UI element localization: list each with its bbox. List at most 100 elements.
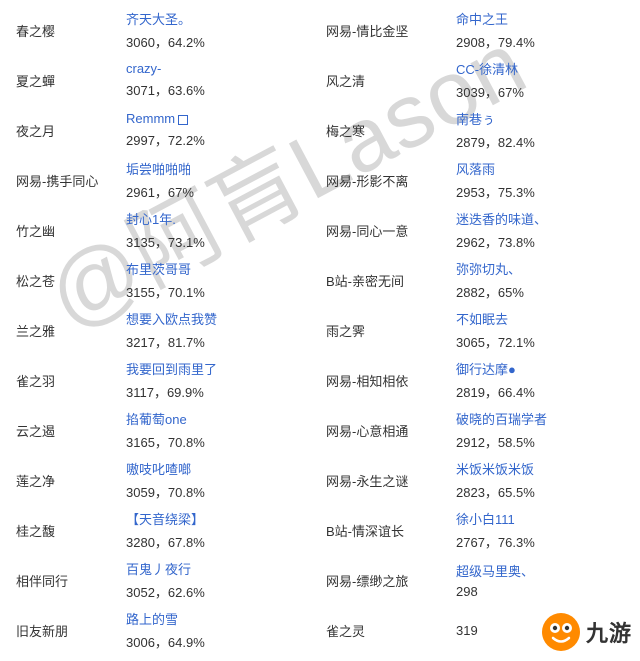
left-label: 网易-携手同心: [10, 155, 120, 205]
right-label: 网易-形影不离: [320, 155, 450, 205]
left-label: 雀之羽: [10, 355, 120, 405]
player-link[interactable]: 掐葡萄one: [126, 409, 320, 428]
right-data: 徐小白111 2767，76.3%: [450, 505, 630, 555]
right-data: 米饭米饭米饭 2823，65.5%: [450, 455, 630, 505]
left-data: 齐天大圣。 3060，64.2%: [120, 5, 320, 55]
player-link[interactable]: 路上的雪: [126, 609, 320, 628]
stat-text: 2823，65.5%: [456, 482, 630, 501]
stat-text: 3039，67%: [456, 82, 630, 101]
right-data: 迷迭香的味道、 2962，73.8%: [450, 205, 630, 255]
left-data: 路上的雪 3006，64.9%: [120, 605, 320, 655]
logo-icon: [540, 611, 582, 653]
table-row: 兰之雅想要入欧点我赞 3217，81.7%雨之霁不如眠去 3065，72.1%: [10, 305, 630, 355]
stat-text: 3117，69.9%: [126, 382, 320, 401]
right-data: 不如眠去 3065，72.1%: [450, 305, 630, 355]
stat-text: 2882，65%: [456, 282, 630, 301]
stat-text: 2961，67%: [126, 182, 320, 201]
stat-text: 3280，67.8%: [126, 532, 320, 551]
left-data: Remmm 2997，72.2%: [120, 105, 320, 155]
player-link[interactable]: CC-徐清林: [456, 59, 630, 78]
right-label: 网易-情比金坚: [320, 5, 450, 55]
table-row: 网易-携手同心垢尝啪啪啪 2961，67%网易-形影不离风落雨2953，75.3%: [10, 155, 630, 205]
player-link[interactable]: 风落雨: [456, 159, 630, 178]
left-label: 春之樱: [10, 5, 120, 55]
left-data: 掐葡萄one 3165，70.8%: [120, 405, 320, 455]
right-data: 风落雨2953，75.3%: [450, 155, 630, 205]
right-label: 网易-相知相依: [320, 355, 450, 405]
right-data: 超级马里奥、298: [450, 555, 630, 605]
right-label: B站-情深谊长: [320, 505, 450, 555]
player-link[interactable]: 弥弥切丸、: [456, 259, 630, 278]
right-label: 网易-永生之谜: [320, 455, 450, 505]
stat-text: 3006，64.9%: [126, 632, 320, 651]
right-data: 弥弥切丸、 2882，65%: [450, 255, 630, 305]
player-link[interactable]: 御行达摩●: [456, 359, 630, 378]
stat-text: 3071，63.6%: [126, 80, 320, 99]
table-row: 雀之羽我要回到雨里了 3117，69.9%网易-相知相依御行达摩● 2819，66.…: [10, 355, 630, 405]
player-link[interactable]: 齐天大圣。: [126, 9, 320, 28]
left-label: 兰之雅: [10, 305, 120, 355]
player-link[interactable]: 封心1年.: [126, 209, 320, 228]
stat-text: 2997，72.2%: [126, 130, 320, 149]
player-link[interactable]: 布里茨哥哥: [126, 259, 320, 278]
table-row: 云之遏掐葡萄one3165，70.8%网易-心意相通破晓的百瑞学者2912，58…: [10, 405, 630, 455]
site-logo: 九游: [540, 611, 632, 653]
player-link[interactable]: 想要入欧点我赞: [126, 309, 320, 328]
stat-text: 3217，81.7%: [126, 332, 320, 351]
player-link[interactable]: 米饭米饭米饭: [456, 459, 630, 478]
stat-text: 3155，70.1%: [126, 282, 320, 301]
stat-text: 3052，62.6%: [126, 582, 320, 601]
right-label: 网易-同心一意: [320, 205, 450, 255]
stat-text: 3065，72.1%: [456, 332, 630, 351]
stat-text: 3165，70.8%: [126, 432, 320, 451]
left-data: 布里茨哥哥 3155，70.1%: [120, 255, 320, 305]
table-row: 旧友新朋路上的雪3006，64.9%雀之灵319: [10, 605, 630, 655]
stat-text: 2819，66.4%: [456, 382, 630, 401]
stat-text: 2879，82.4%: [456, 132, 630, 151]
left-data: 垢尝啪啪啪 2961，67%: [120, 155, 320, 205]
right-data: 破晓的百瑞学者 2912，58.5%: [450, 405, 630, 455]
left-label: 云之遏: [10, 405, 120, 455]
stat-text: 3059，70.8%: [126, 482, 320, 501]
right-data: 南巷ぅ 2879，82.4%: [450, 105, 630, 155]
left-label: 桂之馥: [10, 505, 120, 555]
player-link[interactable]: 破晓的百瑞学者: [456, 409, 630, 428]
badge-icon: [178, 115, 188, 125]
right-label: B站-亲密无间: [320, 255, 450, 305]
logo-text: 九游: [586, 616, 632, 648]
left-label: 竹之幽: [10, 205, 120, 255]
left-data: 百鬼丿夜行 3052，62.6%: [120, 555, 320, 605]
left-label: 相伴同行: [10, 555, 120, 605]
player-link[interactable]: 嗷吱叱喳啷: [126, 459, 320, 478]
table-row: 松之苍布里茨哥哥 3155，70.1%B站-亲密无间弥弥切丸、 2882，65%: [10, 255, 630, 305]
left-label: 夜之月: [10, 105, 120, 155]
stat-text: 3060，64.2%: [126, 32, 320, 51]
table-row: 桂之馥【天音绕梁】 3280，67.8%B站-情深谊长徐小白111 2767，76.…: [10, 505, 630, 555]
stat-text: 2962，73.8%: [456, 232, 630, 251]
table-row: 相伴同行百鬼丿夜行3052，62.6%网易-缥缈之旅超级马里奥、298: [10, 555, 630, 605]
right-label: 雨之霁: [320, 305, 450, 355]
player-link[interactable]: 【天音绕梁】: [126, 509, 320, 528]
stat-text: 2908，79.4%: [456, 32, 630, 51]
stat-text: 2912，58.5%: [456, 432, 630, 451]
right-data: 命中之王 2908，79.4%: [450, 5, 630, 55]
player-link[interactable]: crazy-: [126, 61, 320, 76]
left-data: 我要回到雨里了 3117，69.9%: [120, 355, 320, 405]
left-label: 松之苍: [10, 255, 120, 305]
player-link[interactable]: 不如眠去: [456, 309, 630, 328]
player-link[interactable]: 迷迭香的味道、: [456, 209, 630, 228]
player-link[interactable]: 徐小白111: [456, 509, 630, 528]
right-data: 御行达摩● 2819，66.4%: [450, 355, 630, 405]
player-link[interactable]: 命中之王: [456, 9, 630, 28]
player-link[interactable]: 超级马里奥、: [456, 561, 630, 580]
left-data: 【天音绕梁】 3280，67.8%: [120, 505, 320, 555]
table-row: 夏之蟬crazy-3071，63.6%风之清CC-徐清林3039，67%: [10, 55, 630, 105]
left-data: 封心1年.3135，73.1%: [120, 205, 320, 255]
player-link[interactable]: 我要回到雨里了: [126, 359, 320, 378]
player-link[interactable]: 南巷ぅ: [456, 109, 630, 128]
player-link[interactable]: 垢尝啪啪啪: [126, 159, 320, 178]
player-link[interactable]: 百鬼丿夜行: [126, 559, 320, 578]
left-label: 旧友新朋: [10, 605, 120, 655]
player-link[interactable]: Remmm: [126, 111, 320, 126]
stat-text: 2767，76.3%: [456, 532, 630, 551]
